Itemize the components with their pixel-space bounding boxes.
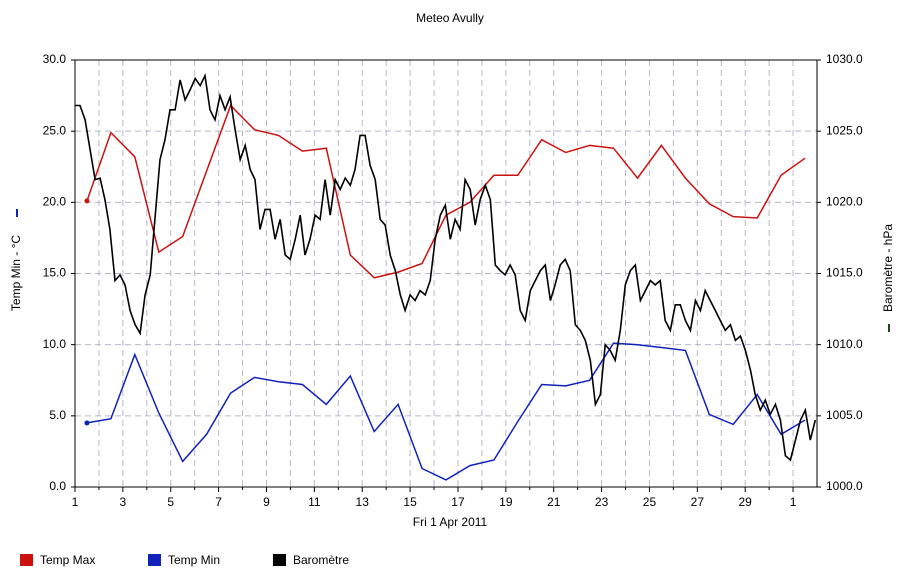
y2-axis-label: Baromètre - hPa <box>881 224 895 312</box>
legend-label: Baromètre <box>293 553 349 567</box>
y2-tick-label: 1015.0 <box>826 266 863 280</box>
y-tick-label: 30.0 <box>43 52 67 66</box>
x-tick-label: 9 <box>263 495 270 509</box>
y2-tick-label: 1000.0 <box>826 479 863 493</box>
series-line <box>75 73 817 462</box>
legend-swatch <box>148 554 161 566</box>
y-axis-label-group: Temp Min - °C <box>9 209 23 311</box>
legend-label: Temp Min <box>168 553 220 567</box>
x-tick-label: 1 <box>72 495 79 509</box>
x-tick-label: 13 <box>356 495 370 509</box>
x-tick-label: 1 <box>790 495 797 509</box>
y-tick-label: 0.0 <box>49 479 66 493</box>
y-tick-label: 5.0 <box>49 408 66 422</box>
y-axis-label: Temp Min - °C <box>9 235 23 311</box>
y-tick-label: 15.0 <box>43 266 67 280</box>
y2-tick-label: 1010.0 <box>826 337 863 351</box>
y2-tick-label: 1020.0 <box>826 195 863 209</box>
x-tick-label: 17 <box>451 495 465 509</box>
y2-tick-label: 1005.0 <box>826 408 863 422</box>
y-tick-label: 10.0 <box>43 337 67 351</box>
y-tick-label: 20.0 <box>43 195 67 209</box>
x-tick-label: 25 <box>643 495 657 509</box>
x-tick-label: 7 <box>215 495 222 509</box>
series-start-marker <box>84 420 90 426</box>
series-line <box>86 342 806 481</box>
x-tick-label: 3 <box>120 495 127 509</box>
chart-title: Meteo Avully <box>416 11 484 25</box>
series-start-marker <box>84 198 90 204</box>
x-tick-label: 19 <box>499 495 513 509</box>
x-tick-label: 29 <box>739 495 753 509</box>
plot-frame <box>74 59 818 488</box>
x-axis-label: Fri 1 Apr 2011 <box>413 515 488 529</box>
y2-axis-label-group: Baromètre - hPa <box>881 224 895 332</box>
y2-tick-label: 1030.0 <box>826 52 863 66</box>
legend-label: Temp Max <box>40 553 95 567</box>
x-tick-label: 23 <box>595 495 609 509</box>
legend-swatch <box>20 554 33 566</box>
x-tick-label: 11 <box>308 495 321 509</box>
legend-swatch <box>273 554 286 566</box>
x-tick-label: 15 <box>403 495 417 509</box>
x-tick-label: 21 <box>547 495 561 509</box>
x-tick-label: 5 <box>167 495 174 509</box>
y2-tick-label: 1025.0 <box>826 123 863 137</box>
y-tick-label: 25.0 <box>43 123 67 137</box>
x-tick-label: 27 <box>691 495 705 509</box>
